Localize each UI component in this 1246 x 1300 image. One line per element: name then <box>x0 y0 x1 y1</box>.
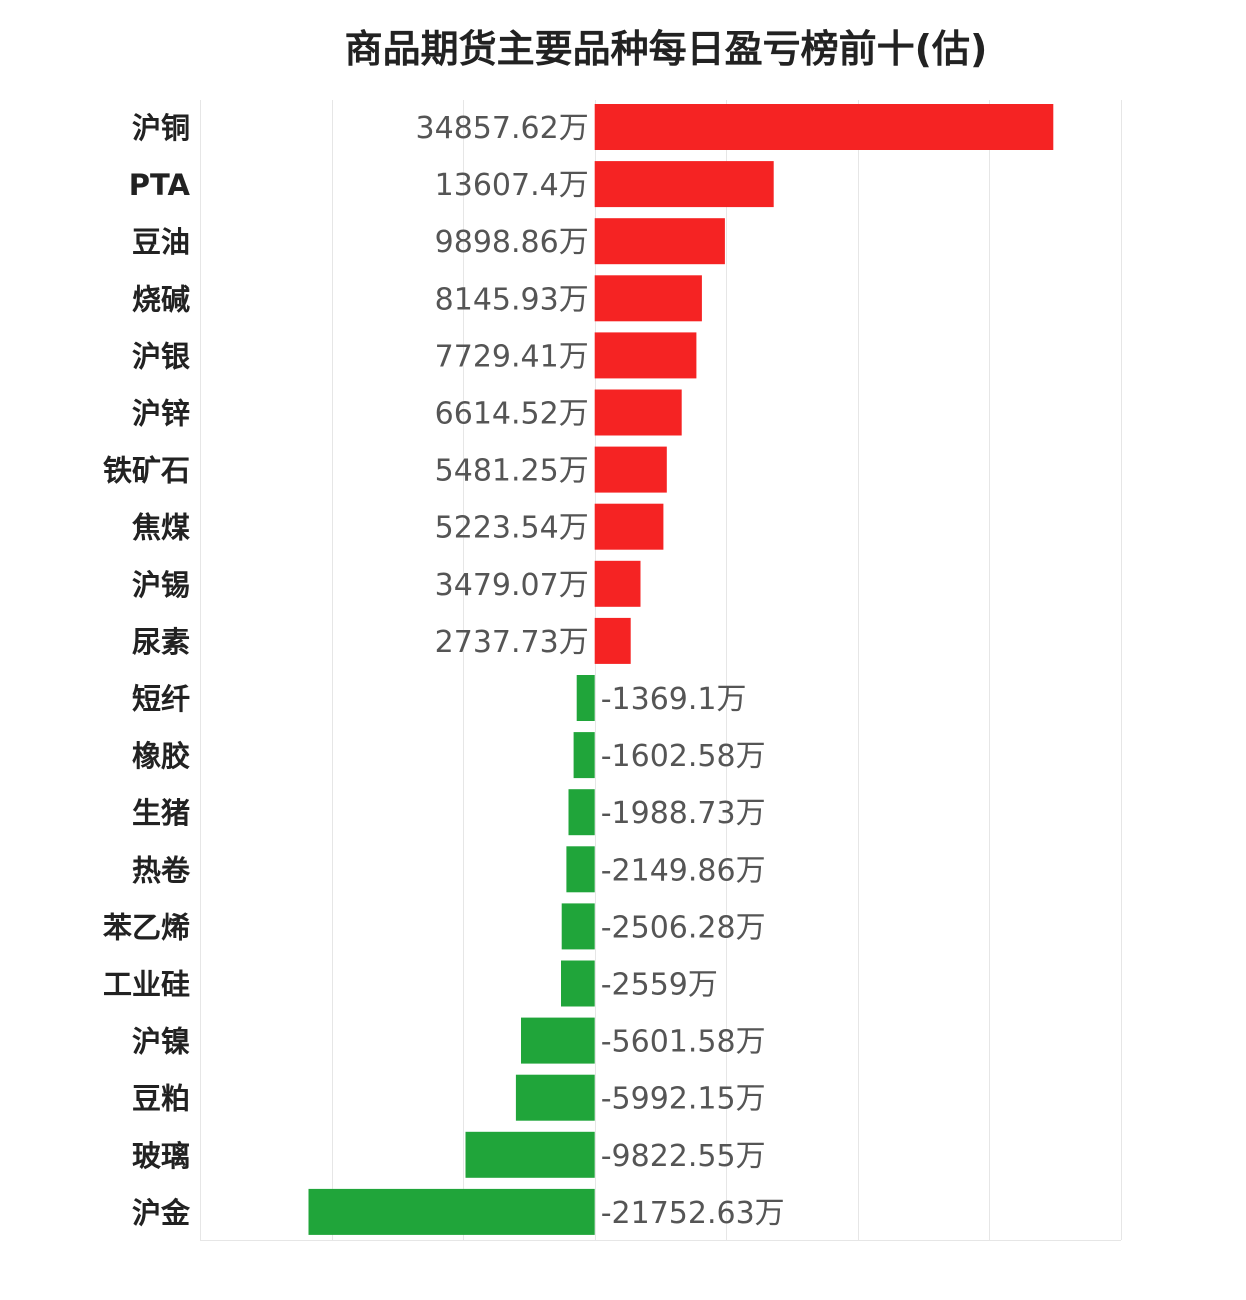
value-label: 6614.52万 <box>435 397 589 432</box>
grid-lines <box>200 100 1122 1241</box>
category-label: 沪锌 <box>132 397 190 431</box>
value-label: 13607.4万 <box>435 168 589 203</box>
bar <box>561 903 595 950</box>
bar <box>594 275 702 322</box>
bar <box>594 104 1054 150</box>
value-label: -1988.73万 <box>601 796 766 831</box>
bar <box>594 389 682 436</box>
bar <box>568 789 595 836</box>
bar <box>465 1131 595 1178</box>
bar <box>576 675 595 721</box>
bar <box>594 503 664 550</box>
category-label: 焦煤 <box>132 511 190 545</box>
bar <box>566 846 595 893</box>
category-label: 铁矿石 <box>103 454 190 488</box>
bar <box>561 960 595 1007</box>
bar <box>308 1188 595 1235</box>
category-label: 工业硅 <box>103 968 190 1002</box>
category-label: 沪金 <box>132 1196 191 1230</box>
bar <box>594 218 725 265</box>
category-label: 玻璃 <box>132 1139 190 1173</box>
category-label: 豆油 <box>132 225 190 259</box>
value-label: -1369.1万 <box>601 682 747 717</box>
value-label: 9898.86万 <box>435 225 589 260</box>
category-label: PTA <box>129 168 191 202</box>
bars <box>308 104 1054 1235</box>
value-label: -5601.58万 <box>601 1025 766 1060</box>
category-label: 尿素 <box>132 625 190 659</box>
bar <box>594 161 774 208</box>
category-label: 沪银 <box>132 339 190 373</box>
value-label: 5223.54万 <box>435 511 589 546</box>
category-label: 短纤 <box>132 682 190 716</box>
bar <box>594 446 667 493</box>
category-label: 橡胶 <box>132 739 190 773</box>
value-label: -21752.63万 <box>601 1196 785 1231</box>
value-label: 7729.41万 <box>435 339 589 374</box>
value-label: -2506.28万 <box>601 910 766 945</box>
value-label: -1602.58万 <box>601 739 766 774</box>
category-label: 热卷 <box>132 853 191 887</box>
bar <box>594 560 641 607</box>
category-label: 烧碱 <box>132 282 190 316</box>
value-label: 2737.73万 <box>435 625 589 660</box>
bar <box>594 332 697 379</box>
category-labels: 沪铜 PTA 豆油烧碱沪银沪锌铁矿石焦煤沪锡尿素短纤橡胶生猪热卷苯乙烯工业硅沪镍豆粕… <box>103 111 191 1230</box>
bar <box>521 1017 595 1064</box>
value-label: 5481.25万 <box>435 454 589 489</box>
category-label: 豆粕 <box>132 1082 190 1116</box>
value-label: -5992.15万 <box>601 1082 766 1117</box>
chart-title: 商品期货主要品种每日盈亏榜前十(估) <box>345 27 988 71</box>
value-label: -2149.86万 <box>601 853 766 888</box>
bar <box>594 617 631 664</box>
category-label: 生猪 <box>132 796 190 830</box>
bar <box>515 1074 595 1121</box>
category-label: 苯乙烯 <box>103 910 190 944</box>
value-label: 34857.62万 <box>416 111 589 146</box>
value-label: 8145.93万 <box>435 282 589 317</box>
value-label: -2559万 <box>601 968 718 1003</box>
value-label: -9822.55万 <box>601 1139 766 1174</box>
value-labels: 34857.62万 13607.4万 9898.86万 8145.93万 7729.41… <box>416 111 785 1231</box>
value-label: 3479.07万 <box>435 568 589 603</box>
bar <box>573 732 595 779</box>
category-label: 沪铜 <box>132 111 190 145</box>
category-label: 沪镍 <box>132 1025 190 1059</box>
category-label: 沪锡 <box>132 568 190 602</box>
